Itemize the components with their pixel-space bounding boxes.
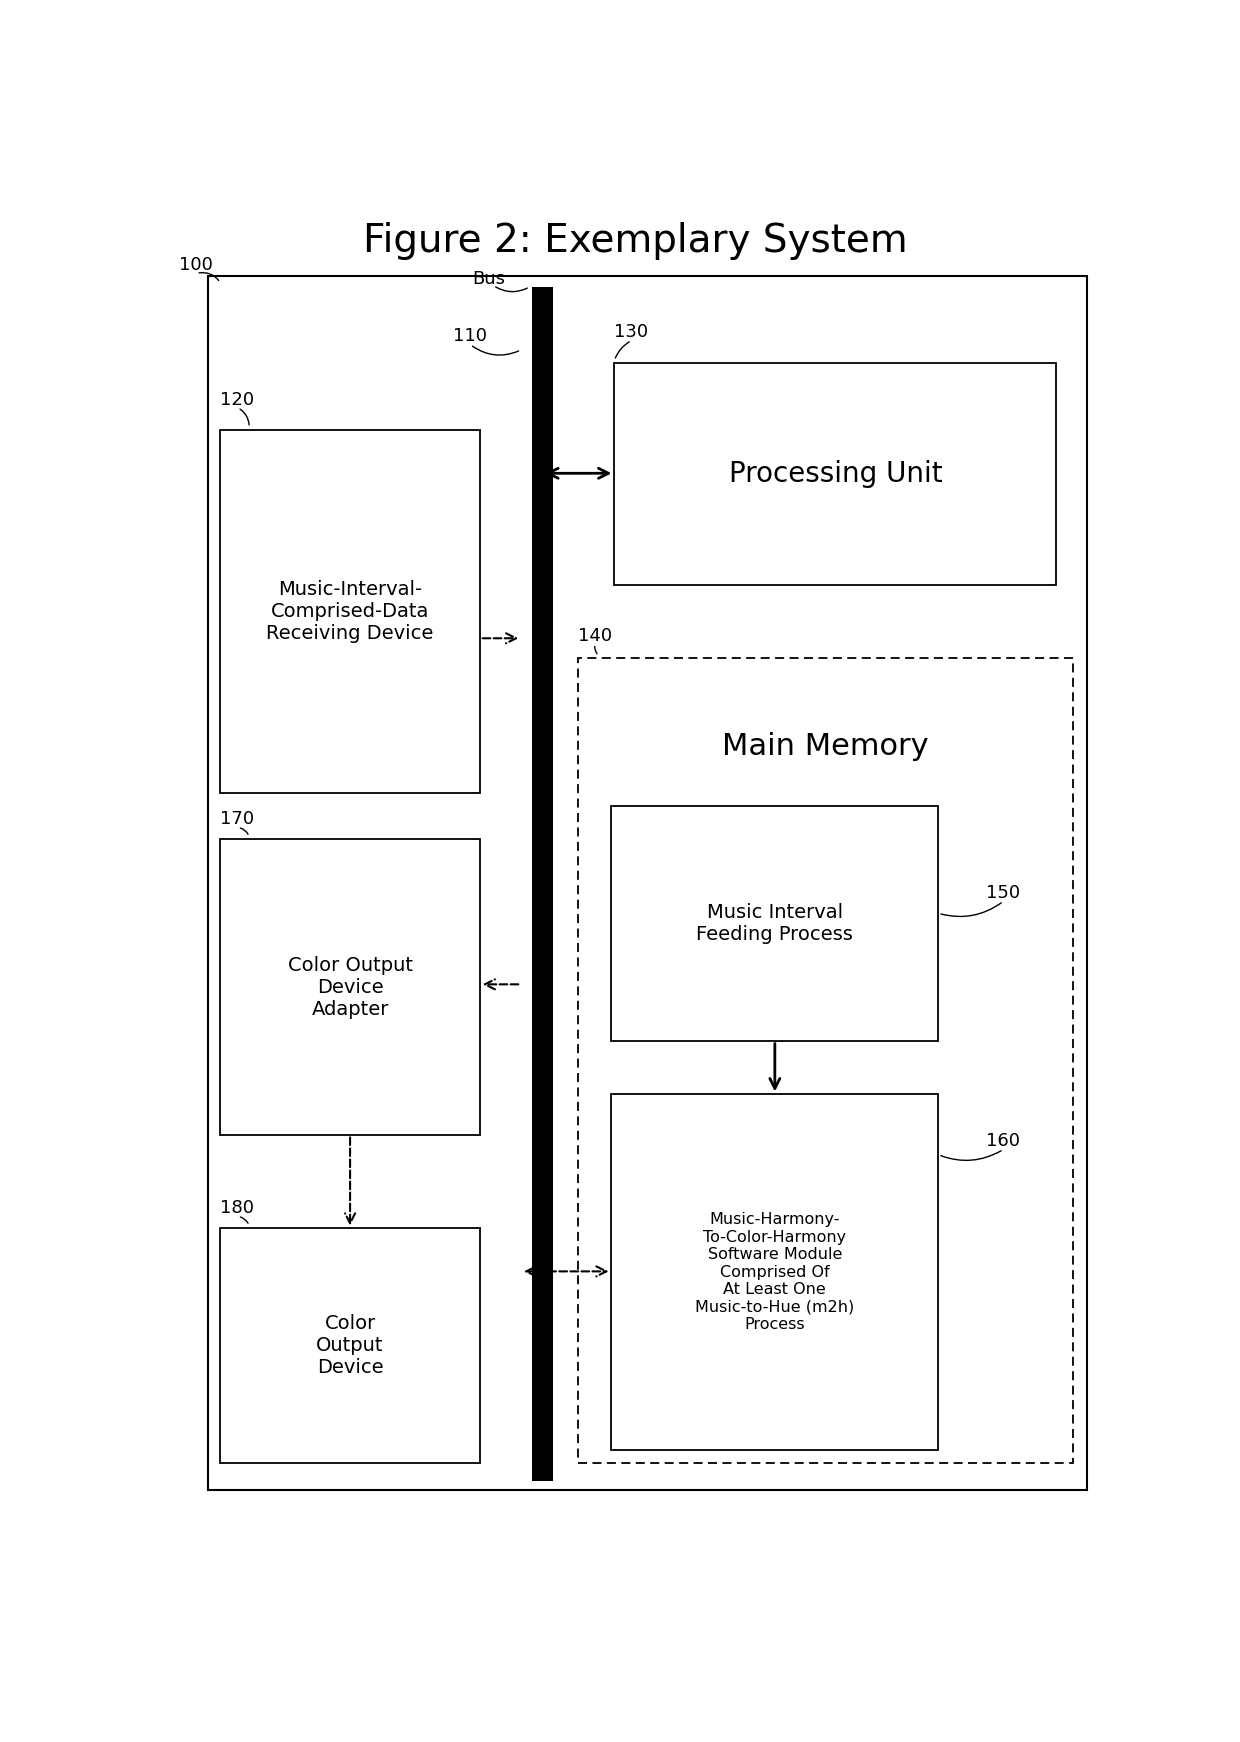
Text: Color
Output
Device: Color Output Device <box>316 1313 384 1378</box>
Bar <box>221 840 480 1134</box>
Text: Figure 2: Exemplary System: Figure 2: Exemplary System <box>363 223 908 260</box>
Text: 150: 150 <box>986 885 1021 902</box>
Bar <box>611 1094 939 1449</box>
Text: 180: 180 <box>221 1198 254 1218</box>
Text: 100: 100 <box>179 256 213 275</box>
Text: 140: 140 <box>578 627 613 645</box>
Bar <box>221 1228 480 1463</box>
Bar <box>221 430 480 793</box>
Text: Music Interval
Feeding Process: Music Interval Feeding Process <box>697 902 853 944</box>
Text: 130: 130 <box>614 324 649 341</box>
Text: Processing Unit: Processing Unit <box>729 460 942 488</box>
Text: 120: 120 <box>221 390 254 409</box>
Text: Music-Harmony-
To-Color-Harmony
Software Module
Comprised Of
At Least One
Music-: Music-Harmony- To-Color-Harmony Software… <box>696 1212 854 1331</box>
Text: Bus: Bus <box>472 270 505 287</box>
Text: Color Output
Device
Adapter: Color Output Device Adapter <box>288 956 413 1019</box>
Bar <box>532 287 553 1481</box>
Bar <box>611 807 939 1040</box>
Text: 110: 110 <box>453 327 487 345</box>
Text: 170: 170 <box>221 810 254 829</box>
Bar <box>578 658 1073 1463</box>
Text: 160: 160 <box>986 1132 1021 1150</box>
Text: Music-Interval-
Comprised-Data
Receiving Device: Music-Interval- Comprised-Data Receiving… <box>267 580 434 643</box>
Text: Main Memory: Main Memory <box>722 732 929 761</box>
Bar <box>614 364 1056 585</box>
